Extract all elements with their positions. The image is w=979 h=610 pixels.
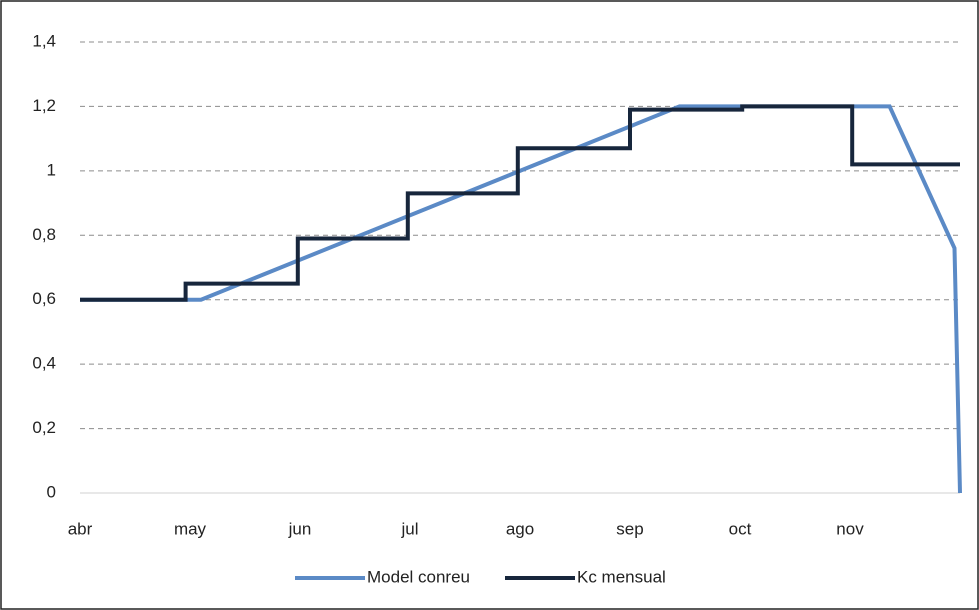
x-tick-label: ago [506,519,534,538]
y-tick-label: 0,8 [32,225,56,244]
x-tick-label: abr [68,519,93,538]
y-tick-label: 1,2 [32,96,56,115]
x-tick-label: sep [616,519,643,538]
y-tick-label: 0,6 [32,289,56,308]
y-tick-label: 0 [47,482,56,501]
x-tick-label: jul [400,519,418,538]
series-line [80,104,960,302]
legend-label: Kc mensual [577,567,666,586]
y-tick-label: 1,4 [32,31,56,50]
x-tick-label: nov [836,519,864,538]
legend-label: Model conreu [367,567,470,586]
x-tick-label: oct [729,519,752,538]
y-tick-label: 1 [47,160,56,179]
y-tick-label: 0,2 [32,418,56,437]
x-tick-label: may [174,519,207,538]
y-tick-label: 0,4 [32,354,56,373]
x-tick-label: jun [288,519,312,538]
